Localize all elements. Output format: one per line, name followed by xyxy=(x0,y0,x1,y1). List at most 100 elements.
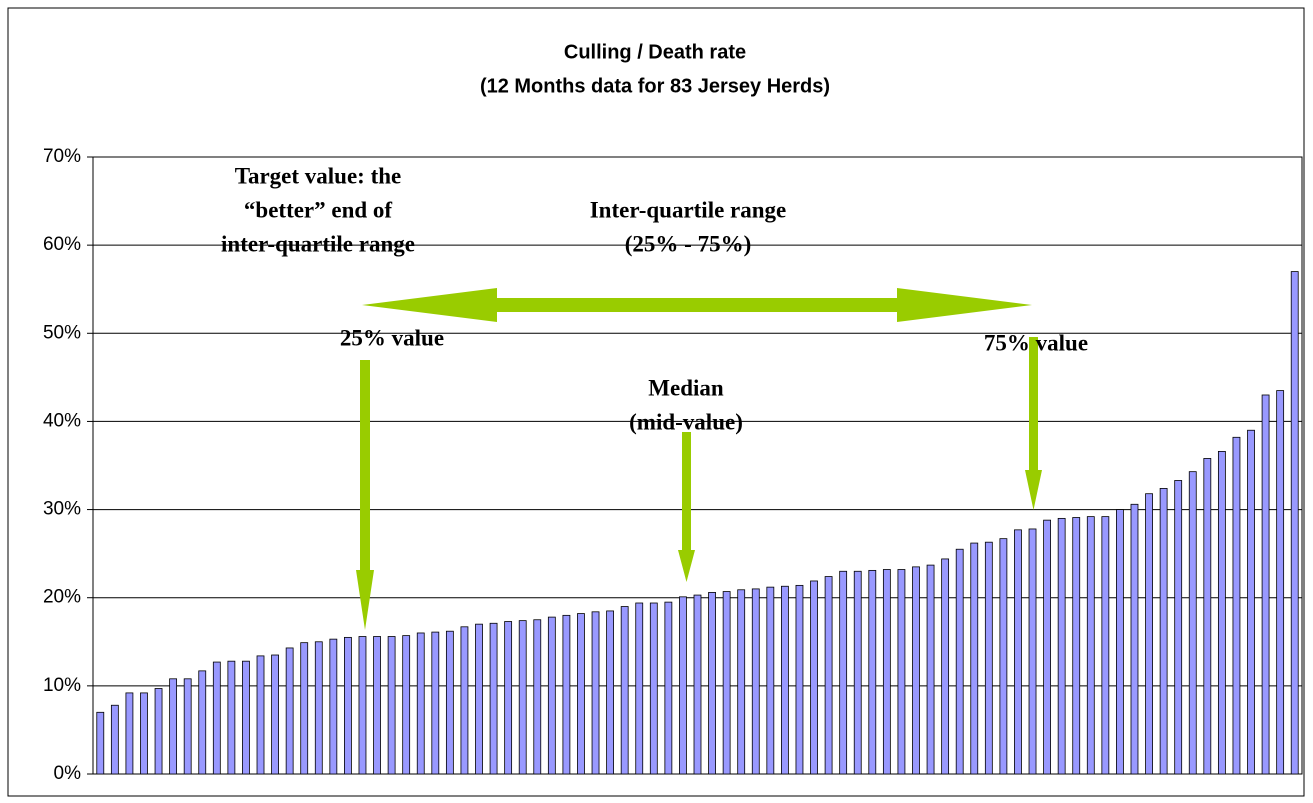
annotation: 25% value xyxy=(340,325,444,350)
bar xyxy=(1028,528,1037,775)
bar xyxy=(125,692,134,775)
bar xyxy=(810,580,818,775)
bar xyxy=(489,622,498,775)
bar xyxy=(620,606,629,775)
bar xyxy=(606,610,615,775)
bar xyxy=(533,619,542,775)
bar xyxy=(504,621,513,775)
bar xyxy=(329,638,338,775)
bar xyxy=(285,647,294,775)
y-tick-label: 50% xyxy=(43,322,81,343)
q25-arrow xyxy=(356,360,374,630)
bar xyxy=(518,620,527,775)
q75-arrow xyxy=(1025,337,1042,510)
bar xyxy=(475,623,483,775)
bar xyxy=(358,636,367,775)
bar xyxy=(1072,517,1081,775)
annotation: 75% value xyxy=(984,330,1088,355)
bar xyxy=(766,586,775,775)
bar xyxy=(96,711,105,775)
bar xyxy=(387,636,396,775)
bar xyxy=(649,602,658,775)
bar xyxy=(256,655,265,775)
median-arrow xyxy=(678,432,695,582)
bar xyxy=(227,660,236,775)
bar xyxy=(737,589,746,775)
bar xyxy=(198,670,207,775)
bar xyxy=(1145,493,1153,775)
bar xyxy=(780,585,789,775)
bar xyxy=(984,541,993,775)
bar xyxy=(1232,436,1241,775)
bar xyxy=(708,592,716,775)
bar xyxy=(839,570,848,775)
bar xyxy=(853,570,862,775)
bar xyxy=(679,596,687,775)
bar xyxy=(402,635,411,775)
bar xyxy=(1174,480,1183,775)
bar xyxy=(431,631,440,775)
y-tick-label: 0% xyxy=(54,763,82,784)
annotation: Median xyxy=(648,375,724,400)
bar xyxy=(562,614,571,775)
bar xyxy=(1159,488,1168,775)
bar xyxy=(693,594,702,775)
bar xyxy=(722,591,731,775)
bar xyxy=(242,660,250,775)
bar xyxy=(445,630,454,775)
annotation: “better” end of xyxy=(244,197,393,222)
y-tick-label: 30% xyxy=(43,499,81,520)
annotation: (25% - 75%) xyxy=(625,231,751,256)
bar xyxy=(416,632,425,775)
bar xyxy=(140,692,148,775)
bar xyxy=(212,661,221,775)
annotation: inter-quartile range xyxy=(221,231,415,256)
bar xyxy=(882,569,891,775)
bar xyxy=(664,601,673,775)
bar xyxy=(577,613,585,775)
annotation: (mid-value) xyxy=(629,409,743,434)
bar xyxy=(1217,450,1226,775)
bar xyxy=(169,678,178,775)
bar xyxy=(897,569,906,775)
bar xyxy=(999,538,1008,775)
bar xyxy=(970,542,979,775)
bar xyxy=(1101,516,1110,775)
bar xyxy=(1086,516,1095,775)
y-tick-label: 70% xyxy=(43,146,81,167)
bar xyxy=(1130,503,1139,775)
bar xyxy=(912,566,920,775)
bar xyxy=(344,636,352,775)
y-tick-label: 10% xyxy=(43,675,81,696)
bar xyxy=(824,576,833,775)
bar xyxy=(955,548,964,775)
y-tick-label: 20% xyxy=(43,587,81,608)
bar xyxy=(1043,519,1051,775)
bar xyxy=(635,602,644,775)
bar xyxy=(271,654,279,775)
bar xyxy=(1247,429,1255,775)
bar xyxy=(1203,458,1212,775)
y-tick-label: 60% xyxy=(43,234,81,255)
bar xyxy=(300,642,309,775)
bar xyxy=(751,588,760,775)
bar xyxy=(1188,471,1197,775)
bar xyxy=(926,564,935,775)
y-tick-label: 40% xyxy=(43,410,81,431)
bar xyxy=(1014,529,1022,775)
bar xyxy=(1261,394,1270,775)
chart-title: Culling / Death rate xyxy=(564,41,746,63)
bar xyxy=(154,688,163,775)
bar xyxy=(547,616,556,775)
bar xyxy=(460,626,469,775)
bar xyxy=(1057,517,1066,775)
bar xyxy=(110,704,119,775)
bar xyxy=(1290,271,1299,775)
bar xyxy=(941,558,950,775)
plot-area: 0% 10% 20% 30% 40% 50% 60% 70% xyxy=(43,146,1303,784)
bar xyxy=(1276,390,1285,775)
annotation: Inter-quartile range xyxy=(590,197,787,222)
bar xyxy=(591,611,600,775)
bar xyxy=(373,636,381,775)
